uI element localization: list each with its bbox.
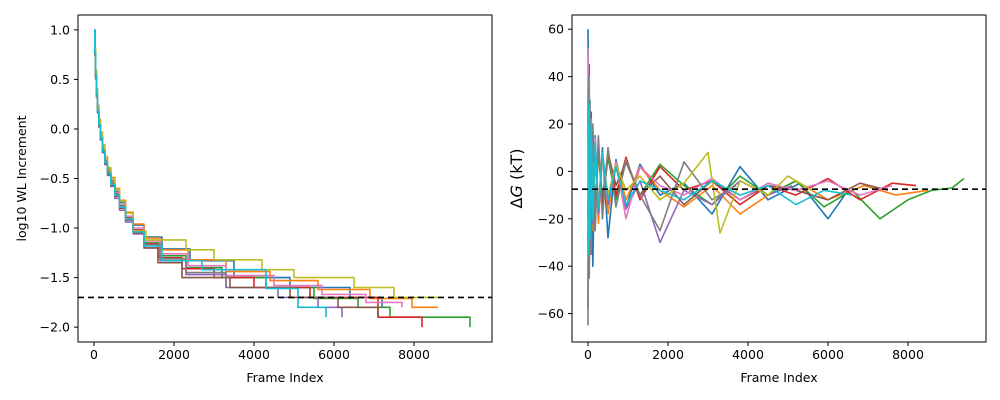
y-tick-label: −1.5 [40, 270, 70, 285]
x-tick-label: 6000 [812, 347, 844, 362]
y-tick-label: 40 [548, 69, 564, 84]
x-tick-label: 2000 [652, 347, 684, 362]
x-tick-label: 8000 [398, 347, 430, 362]
axes-frame [571, 14, 987, 343]
y-tick-label: −20 [538, 211, 564, 226]
y-tick-label: 0.0 [50, 121, 70, 136]
x-tick-label: 8000 [892, 347, 924, 362]
y-tick-label: −1.0 [40, 221, 70, 236]
y-tick-label: 1.0 [50, 22, 70, 37]
y-tick-label: −40 [538, 259, 564, 274]
plot-area [94, 29, 471, 328]
x-tick-label: 4000 [732, 347, 764, 362]
x-tick-label: 4000 [238, 347, 270, 362]
y-tick-label: 0.5 [50, 72, 70, 87]
y-tick-label: −2.0 [40, 320, 70, 335]
series-line-10 [94, 29, 327, 318]
x-tick-label: 2000 [158, 347, 190, 362]
x-axis-label: Frame Index [246, 370, 323, 385]
y-tick-label: 60 [548, 22, 564, 37]
y-tick-label: −60 [538, 306, 564, 321]
x-tick-label: 6000 [318, 347, 350, 362]
y-tick-label: 0 [556, 164, 564, 179]
series-line-10 [587, 100, 853, 256]
y-tick-label: −0.5 [40, 171, 70, 186]
x-tick-label: 0 [90, 347, 98, 362]
y-tick-label: 20 [548, 117, 564, 132]
right-chart: 0 2000 4000 6000 8000 60 40 20 0 −20 −40 −60 Frame I… [507, 14, 987, 385]
x-tick-label: 0 [584, 347, 592, 362]
y-axis-label: log10 WL Increment [14, 115, 29, 241]
y-axis-label: ΔG (kT) [507, 149, 526, 209]
left-chart: 0 2000 4000 6000 8000 1.0 0.5 0.0 −0.5 −1.0 −1.5 −2… [14, 14, 493, 385]
x-axis-label: Frame Index [740, 370, 817, 385]
